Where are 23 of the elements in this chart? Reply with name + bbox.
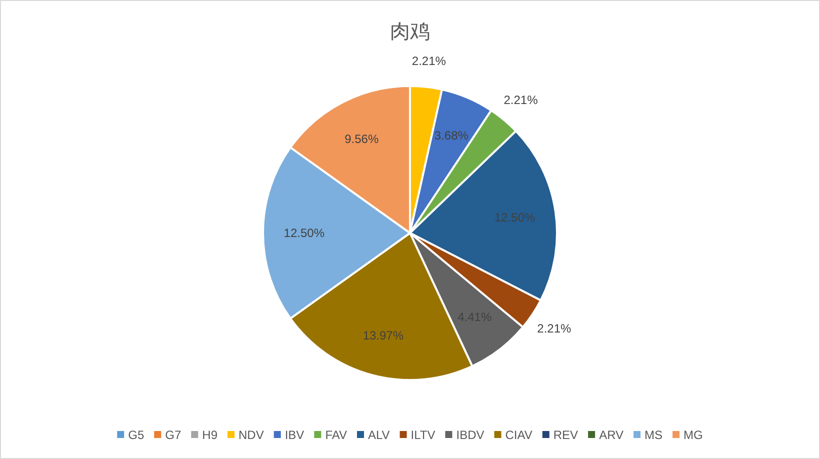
legend-label: IBV: [284, 428, 304, 442]
legend-label: H9: [202, 428, 218, 442]
legend-label: CIAV: [505, 428, 532, 442]
data-label: 3.68%: [434, 128, 469, 143]
data-label: 2.21%: [412, 54, 446, 68]
legend-label: ILTV: [410, 428, 436, 442]
legend-label: MS: [644, 428, 663, 442]
legend-label: ALV: [368, 428, 390, 442]
data-label: 13.97%: [362, 328, 404, 342]
data-label: 12.50%: [284, 226, 325, 240]
legend-label: MG: [684, 428, 703, 442]
data-label: 2.21%: [537, 322, 572, 336]
chart-title: 肉鸡: [390, 21, 430, 43]
data-label: 2.21%: [504, 93, 538, 108]
legend-label: G7: [165, 428, 182, 442]
legend-label: IBDV: [456, 428, 484, 442]
legend-label: NDV: [238, 428, 264, 442]
legend-label: FAV: [325, 428, 347, 442]
legend-label: REV: [553, 428, 578, 442]
legend-label: ARV: [599, 428, 624, 442]
data-label: 12.50%: [494, 210, 536, 225]
legend-label: G5: [128, 428, 144, 442]
data-label: 9.56%: [344, 132, 379, 146]
